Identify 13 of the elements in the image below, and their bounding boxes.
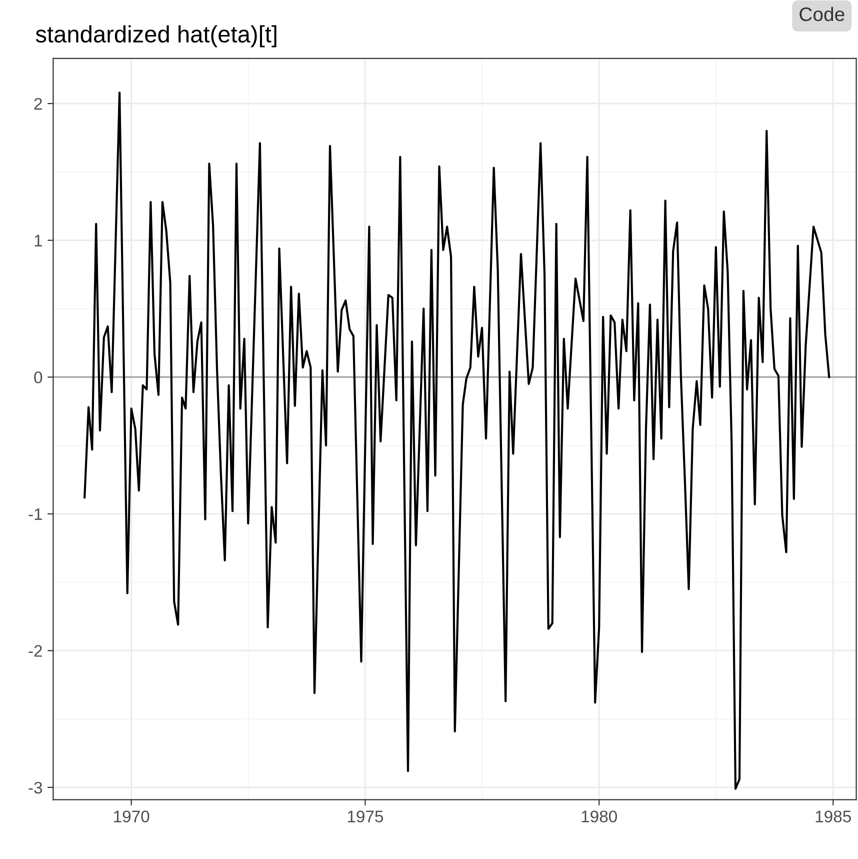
y-tick-label: 0 (34, 371, 42, 384)
x-tick-label: 1975 (348, 810, 384, 822)
y-tick-label: 2 (34, 98, 42, 110)
y-tick-label: -1 (28, 508, 42, 520)
x-tick-label: 1970 (114, 810, 150, 822)
x-tick-label: 1980 (582, 810, 617, 822)
y-tick-label: -2 (28, 645, 42, 657)
line-series (84, 92, 830, 790)
y-tick-label: -3 (28, 782, 42, 794)
x-tick-label: 1985 (816, 810, 851, 822)
text: Code (800, 6, 844, 22)
y-tick-label: 1 (34, 234, 42, 246)
chart-title: standardized hat(eta)[t] (36, 25, 276, 48)
